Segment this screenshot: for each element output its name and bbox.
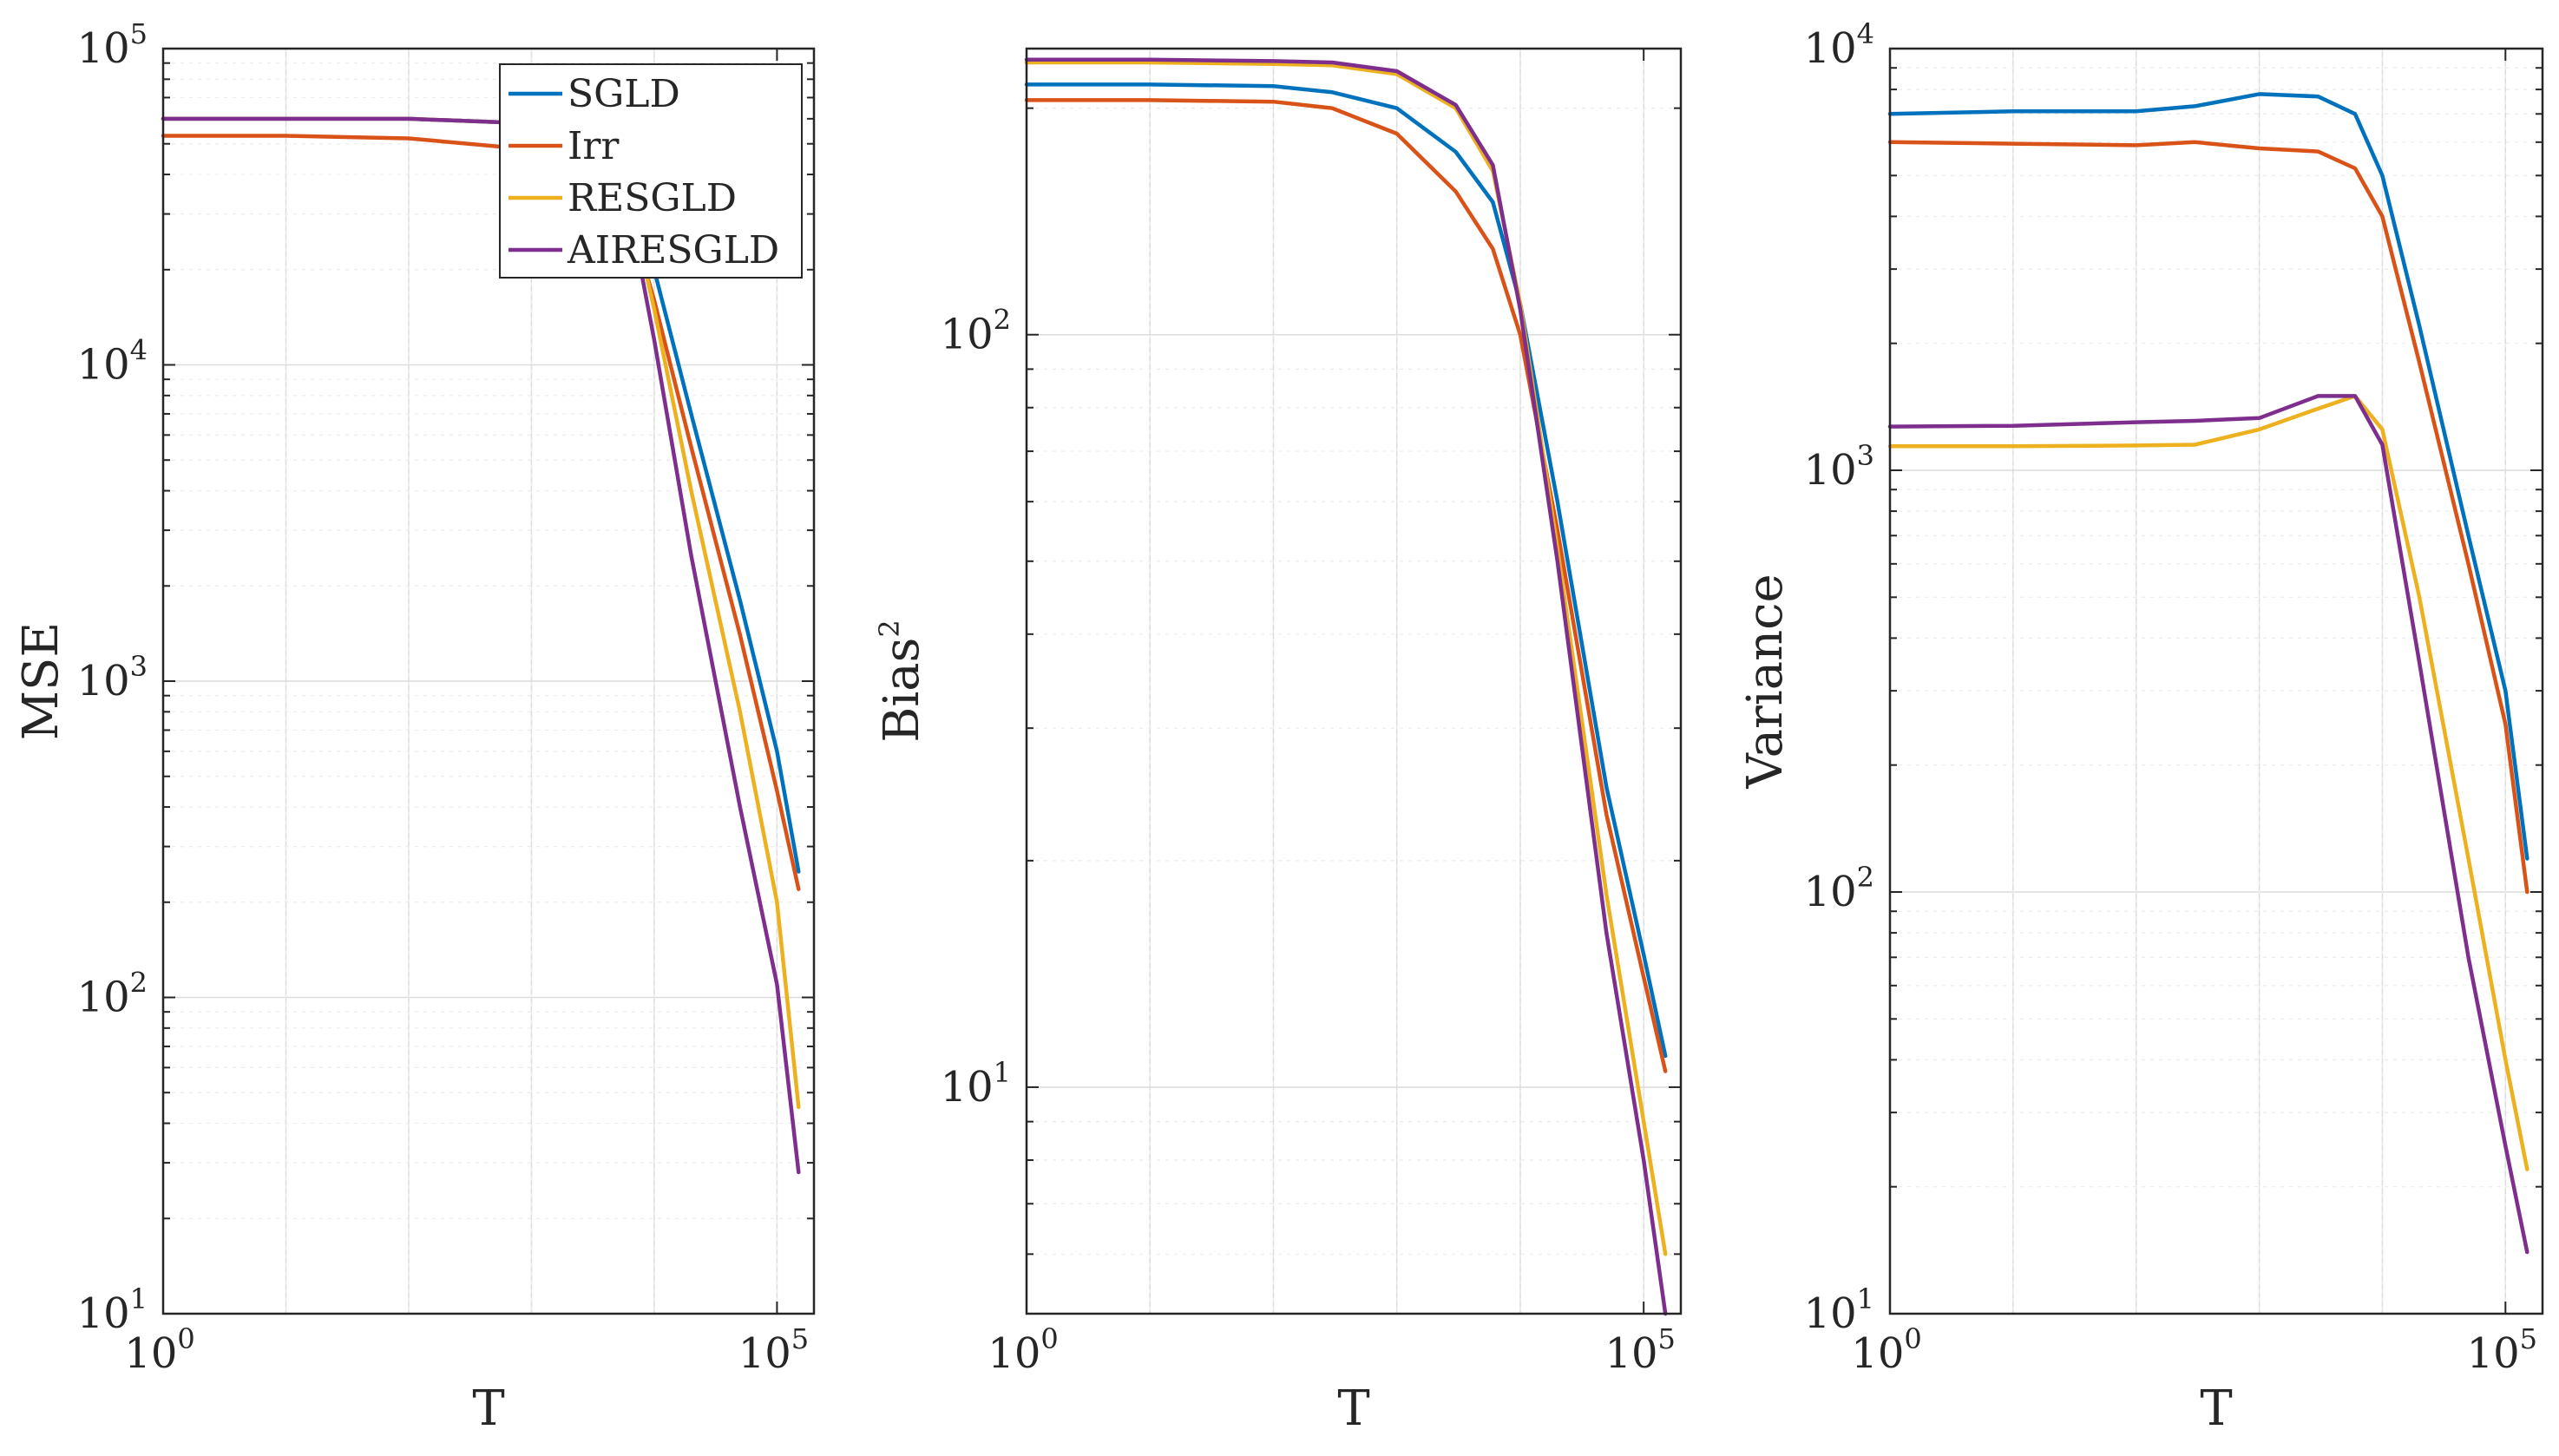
y-tick-label: 103 xyxy=(1804,439,1874,495)
x-tick-label: 100 xyxy=(124,1322,194,1378)
series-group xyxy=(1024,57,1668,1316)
y-tick-label: 101 xyxy=(77,1282,148,1338)
x-tick-label: 100 xyxy=(1851,1322,1921,1378)
series-line-irr xyxy=(1887,140,2529,895)
legend-label-sgld: SGLD xyxy=(568,72,680,116)
y-axis-label: MSE xyxy=(13,622,69,741)
bias-squared-panel: 100 105 101 102 T Bias2 xyxy=(873,47,1683,1437)
x-axis-label: T xyxy=(1337,1381,1369,1437)
x-tick-label: 105 xyxy=(2467,1322,2537,1378)
x-axis-label: T xyxy=(472,1381,504,1437)
series-line-resgld xyxy=(1024,60,1668,1256)
series-line-irr xyxy=(1024,98,1668,1073)
series-line-sgld xyxy=(1887,92,2529,861)
y-tick-label: 105 xyxy=(77,17,148,73)
series-line-resgld xyxy=(1887,394,2529,1171)
y-tick-label: 103 xyxy=(77,650,148,705)
y-tick-label: 102 xyxy=(77,967,148,1022)
y-axis-label: Variance xyxy=(1737,574,1794,789)
series-line-sgld xyxy=(1024,82,1668,1059)
legend-label-resgld: RESGLD xyxy=(568,176,737,220)
axes-frame xyxy=(161,47,816,1315)
y-axis-label: Bias2 xyxy=(873,620,930,743)
x-axis-label: T xyxy=(2200,1381,2232,1437)
axes-frame xyxy=(1025,47,1683,1315)
y-tick-label: 101 xyxy=(1804,1282,1874,1338)
y-tick-label: 101 xyxy=(941,1056,1011,1112)
x-tick-label: 105 xyxy=(1604,1322,1675,1378)
y-tick-label: 102 xyxy=(941,304,1011,359)
series-line-airesgld xyxy=(1024,57,1668,1316)
y-tick-label: 104 xyxy=(77,334,148,390)
series-group xyxy=(1887,92,2529,1255)
legend-label-airesgld: AIRESGLD xyxy=(567,228,779,272)
legend-box xyxy=(499,63,803,279)
axes-frame xyxy=(1888,47,2544,1315)
legend: SGLD Irr RESGLD AIRESGLD xyxy=(499,63,803,279)
x-tick-label: 100 xyxy=(988,1322,1058,1378)
legend-label-irr: Irr xyxy=(568,124,620,168)
y-tick-label: 102 xyxy=(1804,861,1874,916)
x-tick-label: 105 xyxy=(738,1322,809,1378)
mse-panel: 100 105 101 102 103 104 105 T MSE SGLD Irr RESGLD AI… xyxy=(13,17,816,1437)
y-tick-label: 104 xyxy=(1804,17,1874,73)
series-line-airesgld xyxy=(1887,394,2529,1255)
variance-panel: 100 105 101 102 103 104 T Variance xyxy=(1737,17,2544,1437)
